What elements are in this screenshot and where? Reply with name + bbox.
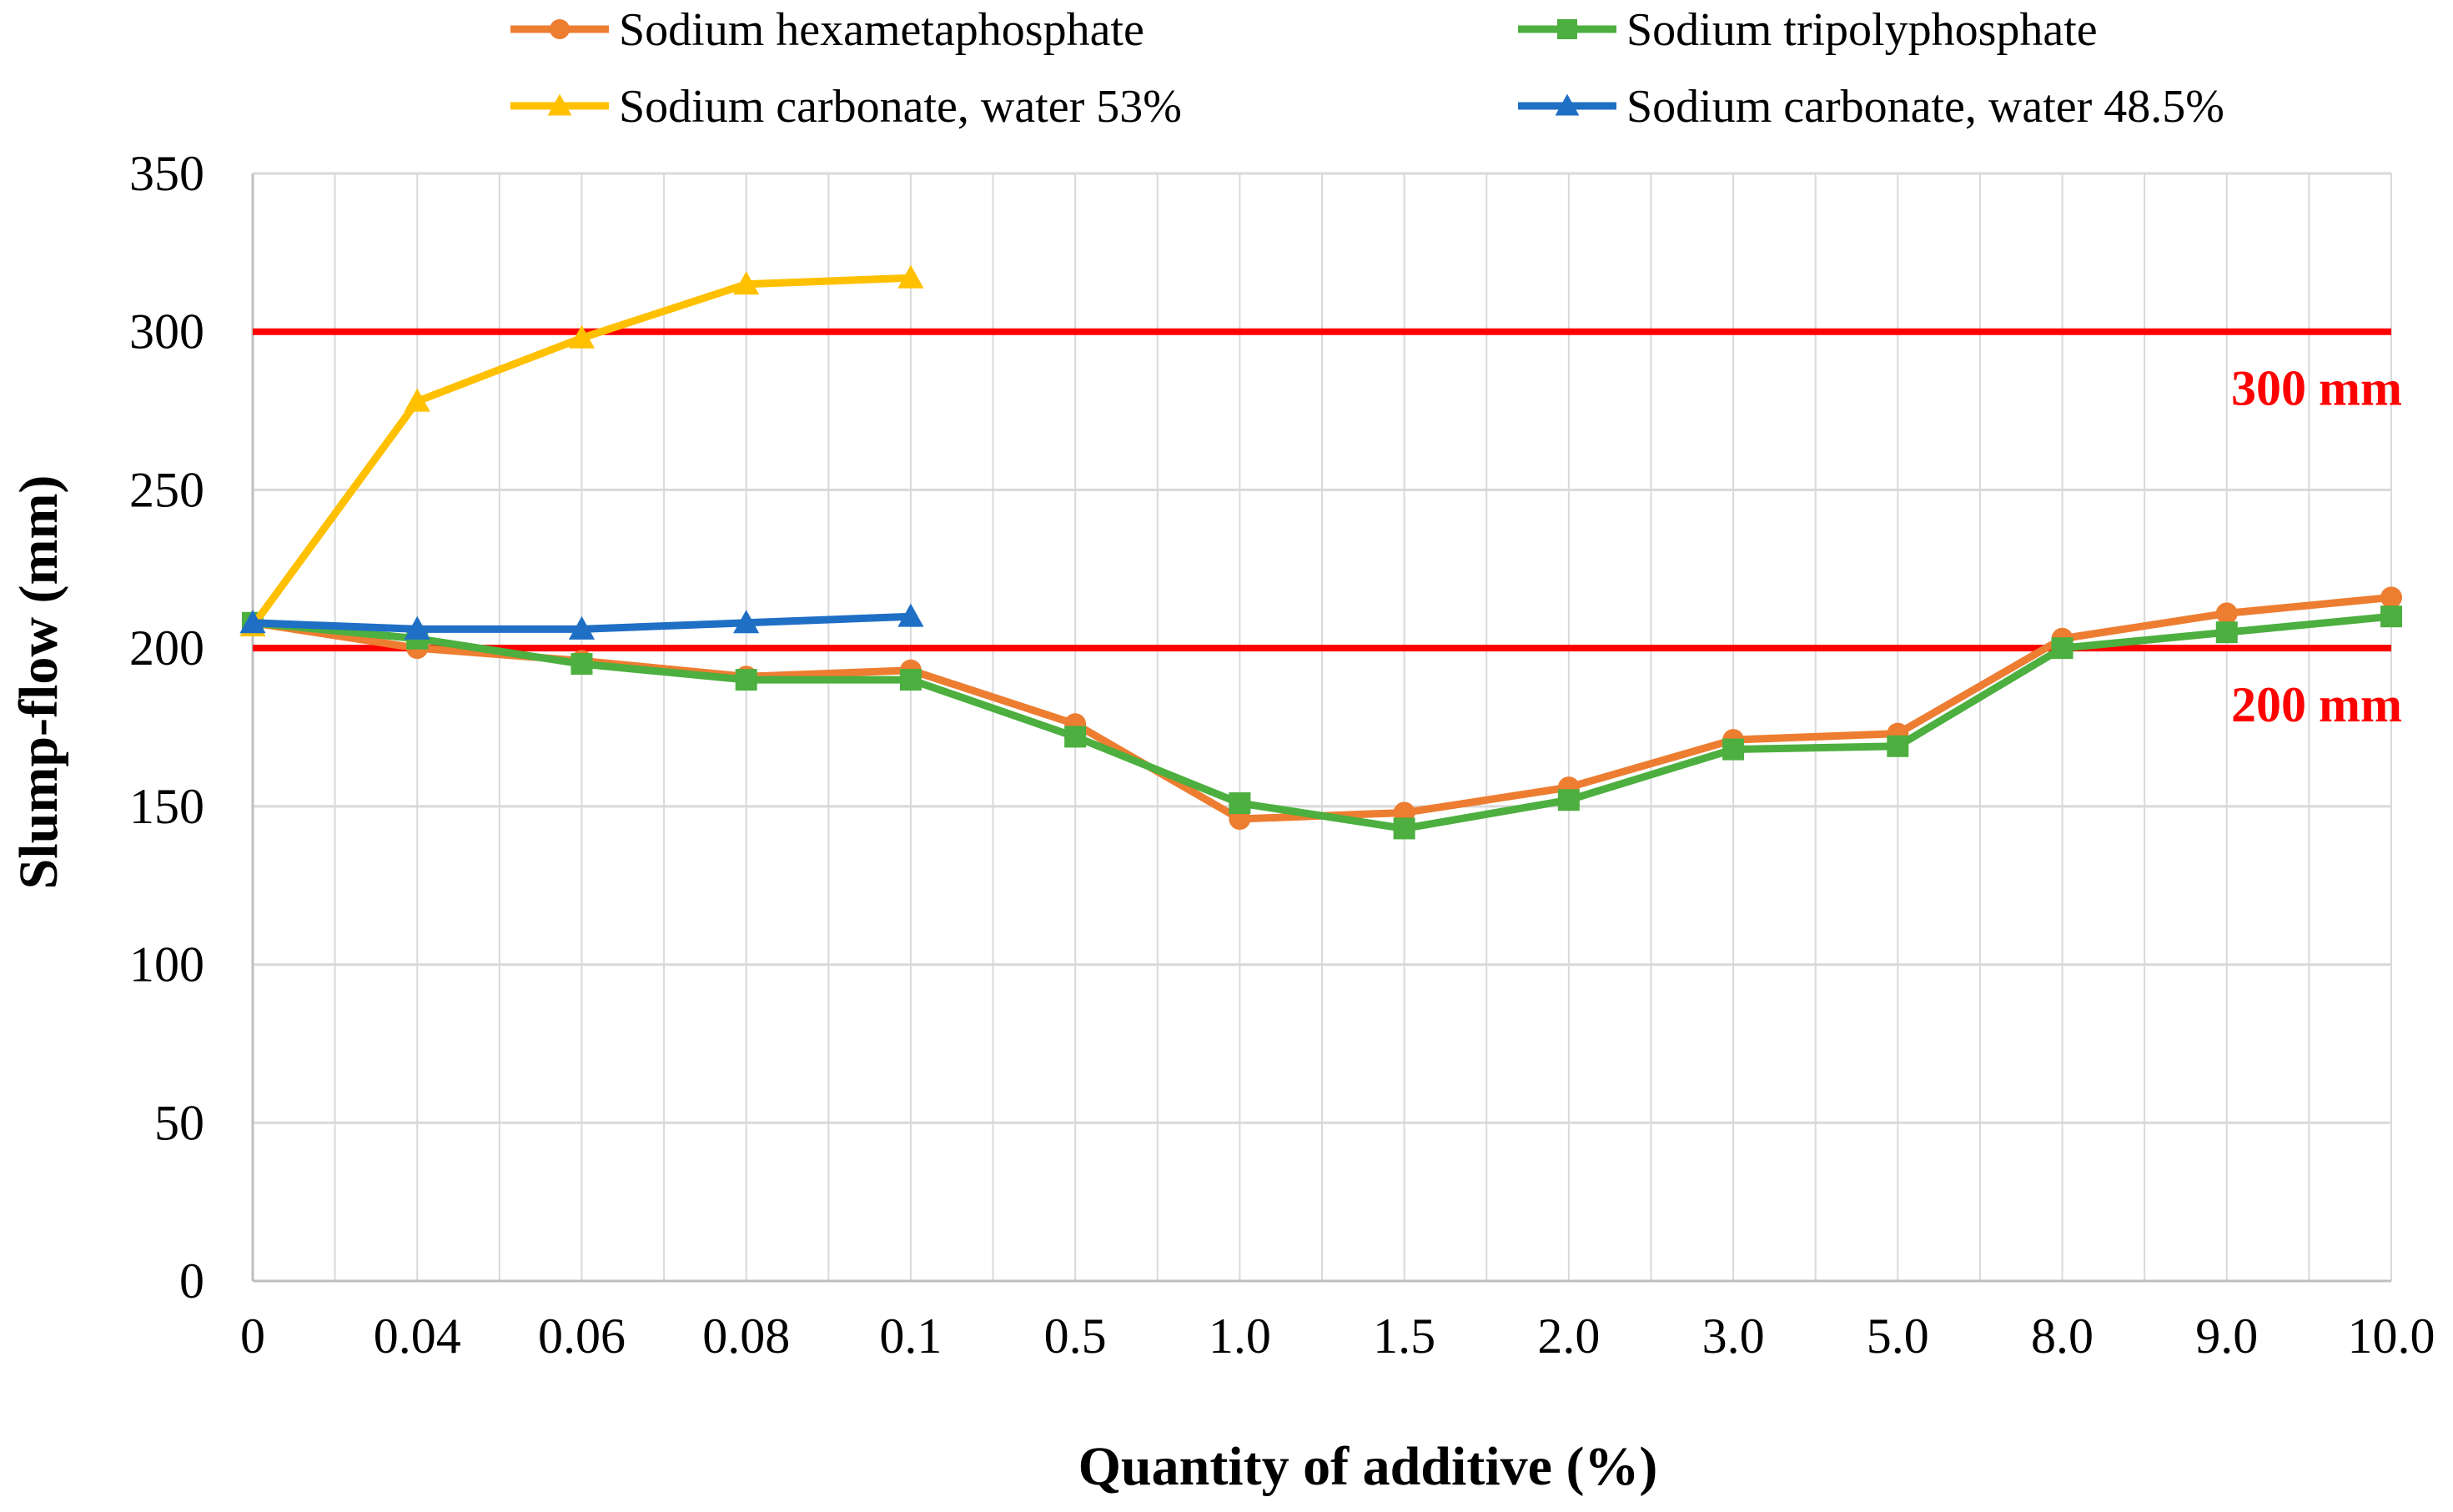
data-point-1-12 — [2215, 621, 2238, 644]
legend-item-2: Sodium carbonate, water 53% — [510, 81, 1182, 133]
x-tick-label-0.08: 0.08 — [702, 1309, 790, 1364]
axes — [251, 173, 2391, 1283]
data-point-1-2 — [571, 653, 593, 676]
series-3 — [239, 603, 924, 640]
x-tick-label-10.0: 10.0 — [2348, 1309, 2435, 1364]
legend-swatch-marker-2 — [547, 93, 572, 116]
x-tick-label-9.0: 9.0 — [2195, 1309, 2258, 1364]
data-point-3-2 — [568, 615, 596, 640]
y-tick-label-50: 50 — [154, 1095, 204, 1150]
legend-item-1: Sodium tripolyphosphate — [1518, 4, 2098, 56]
data-point-2-3 — [733, 271, 760, 295]
data-point-0-12 — [2215, 602, 2238, 625]
legend-label-0: Sodium hexametaphosphate — [619, 4, 1144, 56]
y-axis-title: Slump-flow (mm) — [8, 475, 69, 890]
y-tick-label-350: 350 — [129, 146, 204, 201]
legend-swatch-marker-0 — [550, 19, 570, 39]
data-point-3-0 — [239, 610, 266, 634]
data-point-1-5 — [1064, 726, 1087, 748]
data-point-3-1 — [404, 615, 430, 640]
legend-label-3: Sodium carbonate, water 48.5% — [1626, 81, 2224, 133]
legend-label-2: Sodium carbonate, water 53% — [619, 81, 1182, 133]
data-point-1-4 — [899, 669, 922, 691]
x-tick-label-0.1: 0.1 — [879, 1309, 942, 1364]
legend-label-1: Sodium tripolyphosphate — [1626, 4, 2098, 56]
y-tick-label-200: 200 — [129, 620, 204, 676]
x-tick-label-1.5: 1.5 — [1373, 1309, 1435, 1364]
y-tick-label-250: 250 — [129, 462, 204, 517]
x-tick-label-0.06: 0.06 — [538, 1309, 626, 1364]
tick-labels: 0 50 100 150 200 250 300 350 0 0.04 0.06 0.08 0.1 0.5… — [129, 146, 2435, 1364]
x-tick-label-0.5: 0.5 — [1044, 1309, 1107, 1364]
reference-label-200: 200 mm — [2231, 677, 2402, 732]
x-tick-label-0.04: 0.04 — [374, 1309, 461, 1364]
legend-swatch-marker-1 — [1557, 19, 1577, 39]
data-point-1-9 — [1722, 738, 1745, 761]
data-point-1-8 — [1557, 789, 1580, 811]
series-line-1 — [249, 612, 2395, 832]
y-tick-label-150: 150 — [129, 779, 204, 834]
data-point-1-13 — [2380, 605, 2402, 628]
legend: Sodium hexametaphosphate Sodium tripolyph… — [510, 4, 2224, 133]
data-point-1-6 — [1229, 792, 1251, 815]
reference-label-300: 300 mm — [2231, 361, 2402, 416]
data-point-1-7 — [1393, 817, 1415, 840]
data-point-3-4 — [897, 603, 924, 627]
data-point-3-3 — [733, 610, 760, 634]
series-layer — [239, 264, 2402, 840]
y-tick-label-300: 300 — [129, 304, 204, 359]
x-tick-label-5.0: 5.0 — [1867, 1309, 1929, 1364]
data-point-1-3 — [735, 669, 757, 691]
x-tick-label-1.0: 1.0 — [1209, 1309, 1271, 1364]
x-tick-label-0: 0 — [240, 1309, 265, 1364]
data-point-1-10 — [1887, 735, 1909, 757]
legend-swatch-marker-3 — [1555, 93, 1580, 116]
legend-item-3: Sodium carbonate, water 48.5% — [1518, 81, 2224, 133]
x-tick-label-8.0: 8.0 — [2031, 1309, 2094, 1364]
x-tick-label-2.0: 2.0 — [1537, 1309, 1600, 1364]
data-point-1-11 — [2051, 637, 2073, 660]
x-axis-title: Quantity of additive (%) — [1078, 1436, 1658, 1497]
data-point-2-4 — [897, 264, 924, 289]
data-point-2-2 — [568, 324, 596, 349]
data-point-2-1 — [404, 388, 430, 412]
data-point-0-13 — [2380, 586, 2402, 609]
y-tick-label-0: 0 — [179, 1253, 204, 1309]
reference-lines: 300 mm 200 mm — [253, 328, 2402, 732]
x-tick-label-3.0: 3.0 — [1702, 1309, 1765, 1364]
legend-item-0: Sodium hexametaphosphate — [510, 4, 1144, 56]
y-tick-label-100: 100 — [129, 937, 204, 992]
